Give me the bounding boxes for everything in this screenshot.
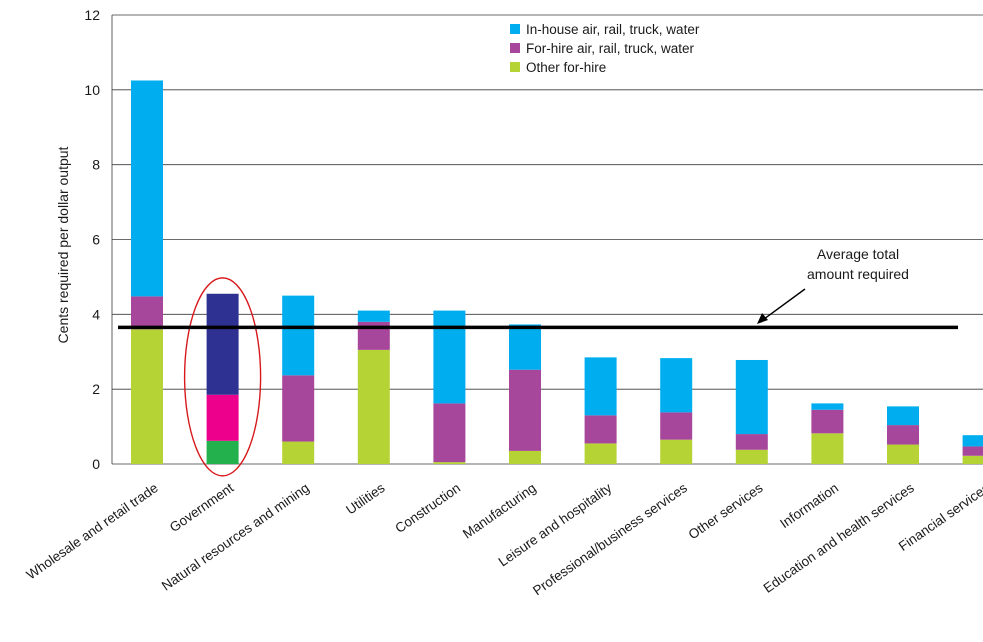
y-tick-label: 6 [92,232,100,248]
x-tick-label: Professional/business services [530,480,690,598]
annotation-arrow-head [757,313,768,324]
y-axis: 0 2 4 6 8 10 12 [84,7,113,472]
average-line-group: Average total amount required [118,246,958,330]
annotation-arrow-shaft [759,288,806,323]
bar-segment [584,443,617,464]
legend-swatch [510,24,520,34]
bar-segment [433,310,466,404]
bar-segment [131,296,163,330]
legend-label: Other for-hire [526,60,606,75]
bar-segment [509,450,541,464]
x-tick-label: Other services [686,480,766,542]
legend-label: In-house air, rail, truck, water [526,22,700,37]
bar-segment [206,440,239,464]
bar-segment [433,403,466,463]
legend-swatch [510,62,520,72]
x-tick-label: Utilities [343,480,387,517]
bar-segment [962,446,983,456]
y-tick-label: 2 [92,381,100,397]
bar-segment [811,409,844,434]
legend-swatch [510,43,520,53]
bar-segment [887,444,919,464]
y-tick-label: 0 [92,456,100,472]
x-tick-label: Construction [392,480,463,536]
y-axis-label: Cents required per dollar output [55,146,71,343]
y-tick-label: 10 [84,82,100,98]
x-tick-label: Natural resources and mining [159,480,312,593]
bar-segment [433,462,466,464]
bar-segment [131,329,163,464]
legend: In-house air, rail, truck, water For-hire… [510,22,700,75]
highlight-ellipse [183,277,262,477]
bar-segment [887,425,919,445]
bar-segment [887,406,919,426]
bar-segment [660,439,693,464]
average-annotation-text: amount required [807,266,909,282]
x-tick-label: Manufacturing [460,480,539,541]
bar-segment [509,324,541,370]
bar-segment [206,394,239,441]
bar-segment [282,375,315,442]
bar-segment [735,449,768,464]
bar-segment [811,403,844,410]
bar-segment [357,310,390,322]
bar-segment [584,357,617,416]
bar-segment [660,358,693,413]
x-tick-label: Government [167,480,237,535]
gridlines [112,14,983,465]
bar-segment [131,80,163,297]
bar-segment [811,433,844,464]
x-axis-labels: Wholesale and retail trade GovernmentNatu… [24,480,983,598]
average-annotation-text: Average total [817,246,899,262]
y-tick-label: 12 [84,7,100,23]
bar-segment [735,359,768,435]
bar-segment [206,293,239,395]
x-tick-label: Information [777,480,841,531]
legend-label: For-hire air, rail, truck, water [526,41,695,56]
bar-segment [357,349,390,464]
x-tick-label: Education and health services [761,480,917,596]
bar-segment [509,369,541,451]
bar-segment [282,441,315,464]
y-tick-label: 4 [92,306,100,322]
bar-segment [660,412,693,440]
bar-segment [962,455,983,464]
bar-segment [282,295,315,376]
bar-segment [962,435,983,447]
bar-segment [735,434,768,450]
bar-segment [584,415,617,444]
x-tick-label: Wholesale and retail trade [24,480,161,582]
y-tick-label: 8 [92,157,100,173]
